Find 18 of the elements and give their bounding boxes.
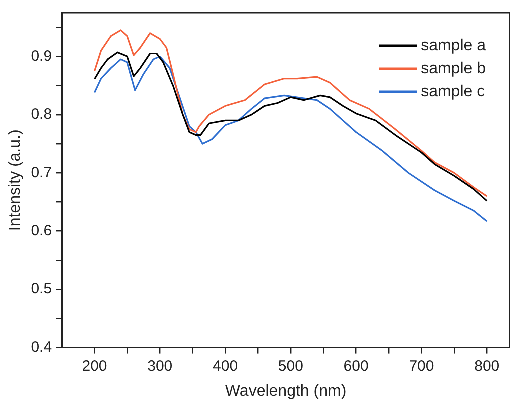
x-axis-title: Wavelength (nm) [225, 382, 347, 400]
x-tick-label: 600 [344, 358, 369, 375]
x-tick-label: 500 [278, 358, 304, 375]
y-tick-label: 0.6 [31, 222, 52, 240]
x-tick-label: 800 [474, 358, 500, 375]
legend-label: sample b [421, 60, 486, 78]
legend-label: sample a [421, 37, 486, 54]
y-tick-label: 0.9 [31, 48, 52, 65]
y-tick-label: 0.8 [31, 106, 52, 124]
x-tick-label: 200 [82, 358, 108, 375]
x-tick-label: 300 [148, 358, 173, 375]
y-tick-label: 0.7 [31, 164, 52, 182]
y-tick-label: 0.4 [31, 338, 52, 356]
y-axis-title: Intensity (a.u.) [7, 130, 24, 232]
x-tick-label: 700 [409, 358, 434, 375]
legend-label: sample c [421, 83, 486, 100]
y-tick-label: 0.5 [31, 280, 52, 298]
x-tick-label: 400 [213, 358, 238, 375]
